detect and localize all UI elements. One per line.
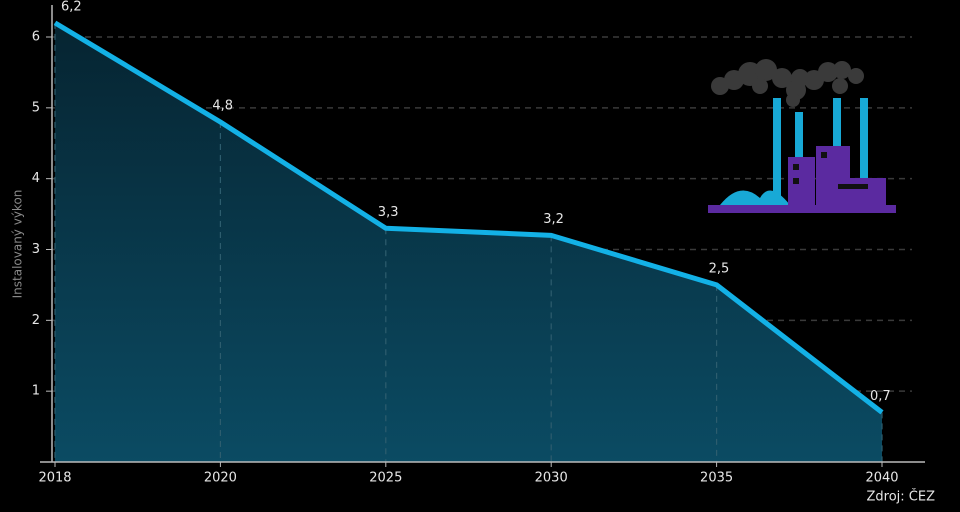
y-tick-label: 4 [32, 171, 40, 186]
value-label: 2,5 [709, 261, 730, 276]
source: Zdroj: ČEZ [867, 489, 936, 505]
value-label: 3,3 [378, 205, 399, 220]
y-axis-label: Instalovaný výkon [11, 190, 25, 299]
x-tick-label: 2030 [535, 471, 568, 486]
x-tick-label: 2040 [865, 471, 898, 486]
y-tick-label: 1 [32, 384, 40, 399]
y-tick-label: 2 [32, 313, 40, 328]
y-tick-label: 3 [32, 242, 40, 257]
x-tick-label: 2018 [38, 471, 71, 486]
x-tick-label: 2020 [204, 471, 237, 486]
area-group [55, 22, 882, 462]
factory-icon [708, 59, 896, 213]
value-label: 6,2 [61, 0, 82, 14]
x-tick-label: 2035 [700, 471, 733, 486]
value-label: 0,7 [870, 389, 891, 404]
x-tick-label: 2025 [369, 471, 402, 486]
vertical-grid [54, 22, 883, 462]
line [53, 20, 884, 415]
y-tick-label: 6 [32, 30, 40, 45]
value-label: 3,2 [543, 212, 564, 227]
value-label: 4,8 [212, 99, 233, 114]
y-tick-label: 5 [32, 100, 40, 115]
area [55, 22, 882, 462]
